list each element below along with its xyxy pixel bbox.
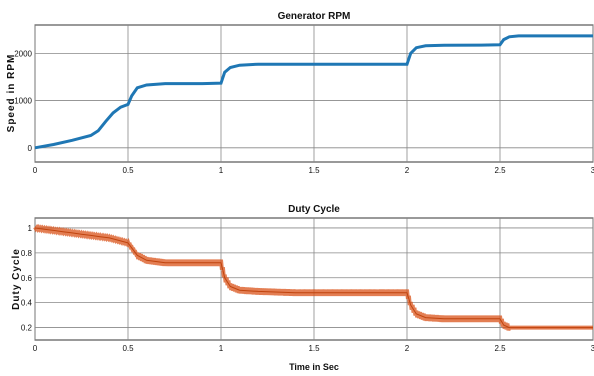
duty-y-tick-label: 0.2 [21,324,33,333]
duty-x-ticks: 0 0.5 1 1.5 2 2.5 3 [33,344,594,353]
duty-x-tick-label: 2.5 [494,344,506,353]
rpm-x-tick-label: 1 [219,166,224,175]
duty-x-axis-label: Time in Sec [289,362,339,372]
rpm-y-tick-label: 1000 [14,97,32,106]
duty-chart: 0 0.5 1 1.5 2 2.5 3 0.2 0.4 0.6 0.8 1 Duty Cycle D… [11,204,594,372]
rpm-x-tick-label: 1.5 [308,166,320,175]
duty-x-tick-label: 0.5 [122,344,134,353]
rpm-y-tick-label: 2000 [14,49,32,58]
duty-x-tick-label: 1 [219,344,224,353]
duty-chart-title: Duty Cycle [288,204,340,215]
rpm-x-tick-label: 3 [591,166,594,175]
duty-y-tick-label: 1 [28,224,33,233]
duty-x-tick-label: 3 [591,344,594,353]
rpm-x-tick-label: 2.5 [494,166,506,175]
duty-y-axis-label: Duty Cycle [11,248,22,310]
duty-y-tick-label: 0.4 [21,299,33,308]
duty-series-band [33,223,593,331]
rpm-chart-title: Generator RPM [278,11,351,22]
rpm-x-tick-label: 0.5 [122,166,134,175]
rpm-y-axis-label: Speed in RPM [6,54,17,133]
duty-x-tick-label: 2 [405,344,410,353]
rpm-x-ticks: 0 0.5 1 1.5 2 2.5 3 [33,166,594,175]
duty-x-tick-label: 1.5 [308,344,320,353]
rpm-chart: 0 0.5 1 1.5 2 2.5 3 0 1000 2000 Generator RPM Sp… [6,11,594,175]
rpm-x-tick-label: 0 [33,166,38,175]
duty-y-tick-label: 0.8 [21,249,33,258]
duty-grid [34,218,594,340]
rpm-y-tick-label: 0 [28,144,33,153]
rpm-y-ticks: 0 1000 2000 [14,49,32,152]
duty-y-tick-label: 0.6 [21,274,33,283]
duty-series-line [34,227,593,329]
rpm-x-tick-label: 2 [405,166,410,175]
duty-x-tick-label: 0 [33,344,38,353]
rpm-series-line [34,34,593,150]
rpm-grid [34,25,594,162]
duty-y-ticks: 0.2 0.4 0.6 0.8 1 [21,224,33,333]
